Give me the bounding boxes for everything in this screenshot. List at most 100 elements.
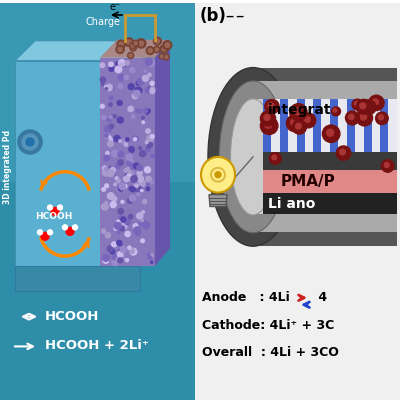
Circle shape	[109, 136, 111, 138]
Circle shape	[137, 192, 140, 196]
Circle shape	[114, 136, 120, 142]
Circle shape	[139, 222, 143, 226]
Circle shape	[150, 87, 155, 91]
Circle shape	[260, 117, 278, 134]
Circle shape	[134, 90, 140, 97]
Circle shape	[105, 233, 110, 238]
Circle shape	[143, 200, 147, 204]
Circle shape	[140, 150, 146, 157]
Circle shape	[137, 170, 142, 175]
Circle shape	[121, 223, 127, 229]
Circle shape	[137, 175, 144, 182]
Circle shape	[120, 246, 126, 252]
Circle shape	[290, 119, 298, 126]
Circle shape	[104, 133, 110, 138]
Circle shape	[122, 60, 128, 67]
Polygon shape	[100, 58, 155, 266]
Circle shape	[112, 242, 116, 247]
Circle shape	[118, 84, 123, 89]
Polygon shape	[253, 68, 397, 246]
Circle shape	[102, 188, 105, 191]
Circle shape	[365, 103, 371, 109]
Text: HCOOH: HCOOH	[35, 212, 72, 221]
Polygon shape	[100, 40, 170, 58]
Circle shape	[131, 171, 134, 174]
Text: Overall  : 4Li + 3CO: Overall : 4Li + 3CO	[202, 346, 339, 359]
Circle shape	[146, 46, 154, 54]
Ellipse shape	[208, 68, 298, 246]
Circle shape	[109, 138, 112, 141]
Circle shape	[129, 186, 133, 191]
Circle shape	[110, 249, 115, 254]
Circle shape	[133, 224, 138, 228]
Circle shape	[137, 78, 144, 85]
Circle shape	[140, 189, 143, 192]
Circle shape	[124, 75, 129, 80]
Circle shape	[126, 138, 129, 141]
Circle shape	[269, 153, 281, 164]
Circle shape	[378, 115, 384, 120]
Circle shape	[142, 211, 144, 214]
Circle shape	[127, 40, 131, 44]
Circle shape	[142, 116, 144, 119]
Circle shape	[118, 152, 124, 157]
Circle shape	[104, 86, 107, 88]
Polygon shape	[263, 193, 397, 214]
Circle shape	[144, 167, 150, 173]
Polygon shape	[263, 99, 271, 152]
Circle shape	[103, 174, 106, 176]
Circle shape	[356, 99, 371, 114]
Circle shape	[108, 141, 113, 147]
Circle shape	[146, 109, 150, 113]
Circle shape	[134, 229, 141, 235]
Text: PMA/P: PMA/P	[281, 174, 336, 189]
Circle shape	[148, 87, 152, 90]
Circle shape	[117, 100, 122, 105]
Circle shape	[117, 40, 126, 48]
Circle shape	[109, 66, 114, 71]
Polygon shape	[296, 99, 305, 152]
Circle shape	[102, 169, 109, 176]
Circle shape	[125, 220, 130, 225]
Polygon shape	[0, 3, 195, 400]
Circle shape	[322, 125, 340, 142]
Circle shape	[118, 250, 124, 256]
Circle shape	[118, 208, 124, 214]
Circle shape	[131, 187, 135, 192]
Circle shape	[110, 96, 113, 100]
Circle shape	[145, 141, 148, 144]
Circle shape	[102, 83, 104, 85]
Text: 4: 4	[314, 291, 327, 304]
Circle shape	[160, 45, 168, 53]
Circle shape	[112, 87, 114, 89]
Circle shape	[131, 176, 137, 182]
Circle shape	[336, 146, 351, 160]
Circle shape	[121, 217, 126, 222]
Polygon shape	[0, 3, 195, 182]
Circle shape	[124, 174, 130, 179]
Circle shape	[112, 256, 116, 260]
Circle shape	[130, 44, 136, 51]
Circle shape	[143, 108, 148, 113]
Circle shape	[150, 89, 155, 94]
Circle shape	[109, 103, 112, 106]
Circle shape	[51, 208, 59, 216]
Circle shape	[127, 167, 129, 170]
Circle shape	[130, 159, 133, 162]
Circle shape	[156, 39, 159, 43]
Circle shape	[150, 181, 153, 184]
Circle shape	[126, 154, 132, 160]
Polygon shape	[313, 99, 321, 152]
Polygon shape	[15, 41, 160, 61]
Polygon shape	[380, 99, 388, 152]
Circle shape	[127, 198, 133, 203]
Circle shape	[110, 202, 116, 208]
Circle shape	[154, 46, 160, 53]
Circle shape	[122, 139, 127, 144]
Circle shape	[109, 62, 113, 66]
Circle shape	[265, 121, 272, 128]
Polygon shape	[263, 152, 397, 170]
Circle shape	[118, 75, 124, 80]
Circle shape	[102, 204, 108, 210]
Ellipse shape	[230, 99, 276, 215]
